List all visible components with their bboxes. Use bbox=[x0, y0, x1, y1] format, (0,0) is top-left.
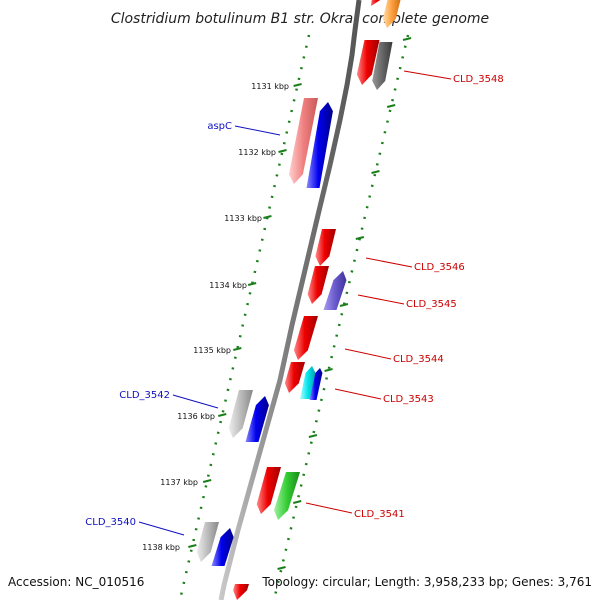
gene-arrow-cld-3549 bbox=[356, 40, 380, 85]
gene-label-cld-3546[interactable]: CLD_3546 bbox=[414, 262, 465, 273]
gene-arrow-cld-3546 bbox=[315, 229, 336, 266]
gene-label-aspc[interactable]: aspC bbox=[207, 121, 232, 132]
genome-backbone bbox=[218, 0, 362, 600]
outer-tick-mark bbox=[371, 170, 380, 174]
tick-label: 1131 kbp bbox=[251, 82, 289, 91]
inner-tick-mark bbox=[278, 149, 287, 153]
outer-tick-mark bbox=[386, 104, 396, 108]
leader-line-cld-3540 bbox=[138, 521, 185, 536]
gene-arrow-aspc-partner bbox=[306, 102, 333, 188]
outer-tick-mark bbox=[339, 303, 349, 307]
leader-line-cld-3548 bbox=[403, 70, 452, 80]
accession-text: Accession: NC_010516 bbox=[8, 575, 144, 589]
outer-tick-mark bbox=[355, 236, 365, 240]
genome-summary-text: Topology: circular; Length: 3,958,233 bp… bbox=[261, 575, 592, 589]
gene-label-cld-3544[interactable]: CLD_3544 bbox=[393, 354, 444, 365]
gene-arrow-cld-3546b bbox=[307, 266, 329, 304]
gene-arrow-cld-3548 bbox=[372, 42, 393, 90]
inner-tick-mark bbox=[233, 347, 242, 351]
gene-label-cld-3543[interactable]: CLD_3543 bbox=[383, 394, 434, 405]
gene-arrow-cld-3540-partner bbox=[211, 528, 234, 566]
gene-arrow-cld-3541 bbox=[274, 472, 300, 520]
tick-label: 1138 kbp bbox=[142, 543, 180, 552]
tick-label: 1132 kbp bbox=[238, 148, 276, 157]
map-title: Clostridium botulinum B1 str. Okra, comp… bbox=[111, 11, 489, 27]
outer-tick-mark bbox=[402, 37, 412, 41]
tick-label: 1134 kbp bbox=[209, 281, 247, 290]
tick-label: 1136 kbp bbox=[177, 412, 215, 421]
gene-arrow-cld-3545 bbox=[323, 271, 347, 310]
inner-tick-mark bbox=[202, 479, 212, 483]
inner-tick-mark bbox=[293, 83, 302, 87]
leader-line-cld-3546 bbox=[365, 257, 413, 268]
outer-tick-mark bbox=[308, 434, 318, 438]
tick-marks bbox=[188, 37, 412, 570]
gene-label-cld-3541[interactable]: CLD_3541 bbox=[354, 509, 405, 520]
leader-line-cld-3542 bbox=[172, 394, 219, 409]
leader-line-aspc bbox=[234, 125, 281, 136]
tick-label: 1137 kbp bbox=[160, 478, 198, 487]
inner-tick-mark bbox=[263, 215, 272, 219]
gene-arrow-top-orange bbox=[382, 0, 401, 28]
tick-label: 1133 kbp bbox=[224, 214, 262, 223]
gene-arrow-cld-3542-partner bbox=[245, 396, 269, 442]
gene-label-cld-3542[interactable]: CLD_3542 bbox=[119, 390, 170, 401]
gene-label-cld-3540[interactable]: CLD_3540 bbox=[85, 517, 136, 528]
gene-arrow-cld-3541a bbox=[256, 467, 281, 514]
gene-label-cld-3545[interactable]: CLD_3545 bbox=[406, 299, 457, 310]
gene-arrow-top-red bbox=[369, 0, 383, 6]
gene-arrow-cld-3544 bbox=[293, 316, 318, 360]
gene-arrow-cld-3543 bbox=[284, 362, 305, 393]
gene-arrow-bottom-red bbox=[233, 584, 249, 600]
gene-label-cld-3548[interactable]: CLD_3548 bbox=[453, 74, 504, 85]
outer-tick-mark bbox=[292, 500, 302, 504]
inner-tick-mark bbox=[188, 544, 197, 548]
leader-line-cld-3541 bbox=[305, 502, 353, 514]
gene-features bbox=[196, 0, 401, 600]
outer-tick-mark bbox=[324, 368, 333, 372]
gene-arrow-aspc bbox=[288, 98, 318, 184]
leader-line-cld-3543 bbox=[334, 388, 382, 400]
gene-arrow-cld-3543c bbox=[309, 368, 323, 400]
leader-line-cld-3544 bbox=[344, 348, 392, 360]
leader-line-cld-3545 bbox=[357, 294, 405, 305]
gene-arrow-cld-3540 bbox=[196, 522, 219, 562]
gene-arrow-cld-3542 bbox=[228, 390, 253, 438]
tick-label: 1135 kbp bbox=[193, 346, 231, 355]
inner-tick-mark bbox=[217, 413, 227, 417]
label-leader-lines bbox=[138, 70, 452, 536]
inner-tick-mark bbox=[247, 282, 257, 286]
outer-tick-mark bbox=[277, 566, 286, 570]
